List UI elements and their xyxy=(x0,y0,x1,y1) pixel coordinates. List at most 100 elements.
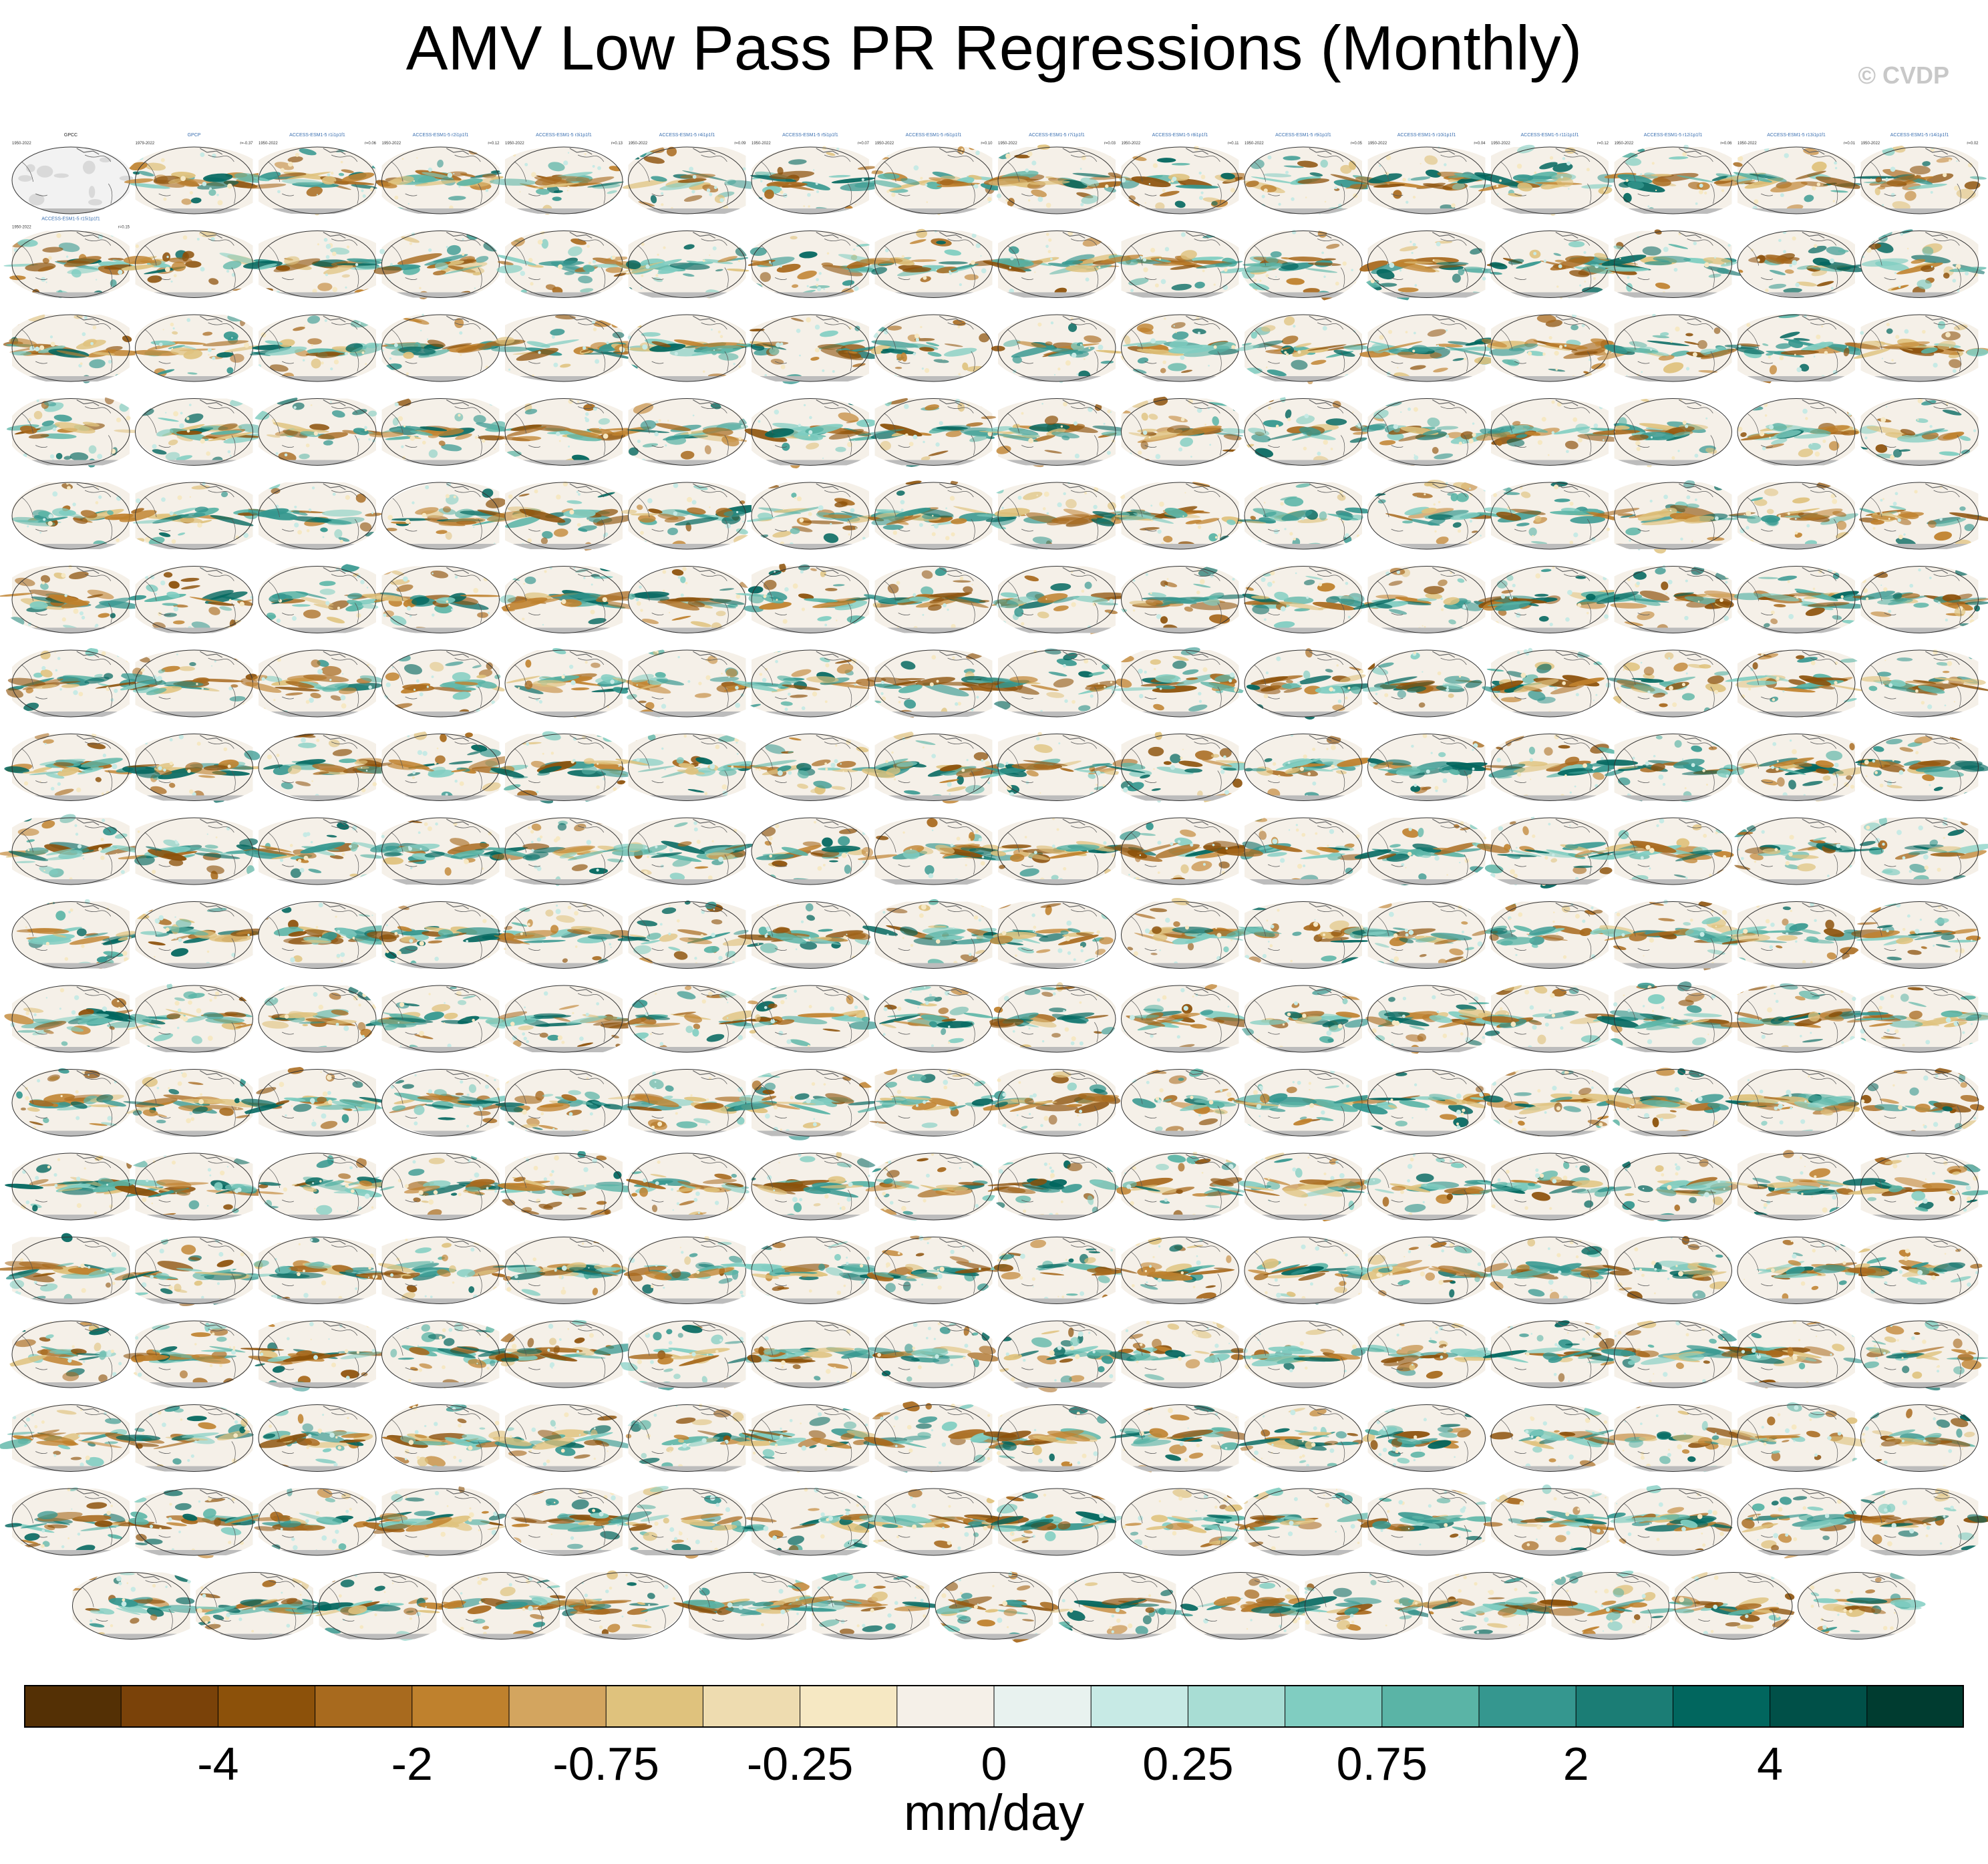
panel-period: 1950-2022 xyxy=(12,142,31,146)
map-panel xyxy=(1602,1234,1733,1304)
map-panel: ACCESS-ESM1-5 r13i1p1f1 1950-2022 r=0.01 xyxy=(1719,133,1862,214)
map-panel xyxy=(1728,1401,1874,1472)
map-panel xyxy=(625,1152,750,1221)
map-panel xyxy=(122,734,269,803)
map-panel: ACCESS-ESM1-5 r1i1p1f1 1950-2022 r=0.06 xyxy=(245,133,380,216)
map-panel xyxy=(1244,648,1373,720)
colorbar-swatch xyxy=(994,1685,1092,1728)
map-panel xyxy=(362,565,501,634)
map-panel xyxy=(498,985,638,1056)
map-panel xyxy=(745,230,882,298)
map-panel xyxy=(744,1237,882,1304)
map-panel xyxy=(499,565,642,634)
map-panel xyxy=(1728,817,1859,885)
map-panel xyxy=(617,900,768,969)
map-panel xyxy=(5,647,142,719)
map-panel xyxy=(1719,901,1866,969)
map-panel xyxy=(379,649,506,718)
map-panel xyxy=(1483,1484,1625,1556)
map-panel xyxy=(245,649,385,720)
map-panel xyxy=(735,562,878,633)
map-panel xyxy=(123,1320,255,1388)
map-panel xyxy=(1481,313,1620,382)
map-panel xyxy=(1241,1237,1376,1306)
map-panel xyxy=(1359,314,1500,383)
map-panel xyxy=(258,901,391,969)
map-panel xyxy=(975,901,1116,969)
panel-pattern-correlation: r=0.03 xyxy=(1104,142,1116,146)
panel-pattern-correlation: r=-0.37 xyxy=(240,142,253,146)
map-panel xyxy=(1110,647,1246,718)
panel-period: 1950-2022 xyxy=(1122,142,1141,146)
panel-period: 1950-2022 xyxy=(1861,142,1880,146)
map-panel xyxy=(749,734,882,801)
map-panel xyxy=(861,730,1015,804)
map-panel xyxy=(1668,1570,1796,1640)
colorbar-swatch xyxy=(896,1685,995,1728)
map-panel xyxy=(746,480,885,550)
map-panel xyxy=(4,985,151,1054)
map-panel xyxy=(251,1487,382,1556)
map-panel xyxy=(258,732,393,801)
map-panel xyxy=(1361,398,1489,466)
colorbar-swatch xyxy=(121,1685,218,1728)
map-panel xyxy=(376,313,500,382)
map-panel xyxy=(1592,480,1747,554)
panel-period: 1950-2022 xyxy=(629,142,648,146)
map-panel xyxy=(608,1486,750,1559)
map-panel xyxy=(1238,1152,1371,1223)
map-panel xyxy=(485,314,633,382)
colorbar-swatch xyxy=(1091,1685,1188,1728)
map-panel xyxy=(118,1488,267,1559)
map-panel xyxy=(495,1067,625,1136)
map-panel xyxy=(1110,1404,1257,1475)
map-panel xyxy=(504,646,636,718)
colorbar-tick-label: 0.75 xyxy=(1336,1738,1428,1790)
map-panel xyxy=(188,1572,324,1640)
map-panel xyxy=(381,1069,518,1136)
map-panel xyxy=(1725,1150,1856,1221)
panel-title: ACCESS-ESM1-5 r14i1p1f1 xyxy=(1890,133,1949,138)
map-panel xyxy=(856,817,1006,889)
map-panel xyxy=(128,566,254,635)
colorbar-swatch xyxy=(411,1685,510,1728)
map-panel xyxy=(741,983,880,1053)
map-panel xyxy=(1844,314,1988,382)
map-panel xyxy=(1236,479,1372,550)
map-panel xyxy=(1359,1320,1494,1388)
map-panel xyxy=(745,1319,877,1389)
colorbar xyxy=(24,1685,1964,1728)
colorbar-swatch xyxy=(509,1685,607,1728)
map-panel xyxy=(1239,985,1372,1054)
map-panel xyxy=(1482,647,1611,718)
map-panel xyxy=(496,230,629,299)
map-panel xyxy=(362,1485,509,1558)
map-panel xyxy=(492,1401,635,1472)
map-panel xyxy=(854,1066,996,1136)
map-panel xyxy=(1352,1069,1492,1136)
map-panel xyxy=(1114,396,1247,466)
map-panel xyxy=(1737,398,1860,468)
map-panel xyxy=(370,817,510,888)
map-panel xyxy=(123,1066,259,1136)
map-panel xyxy=(1852,566,1988,633)
map-panel xyxy=(116,1403,257,1473)
map-panel xyxy=(120,1237,262,1307)
panel-pattern-correlation: r=0.01 xyxy=(1844,142,1856,146)
map-panel xyxy=(1234,1486,1380,1559)
panel-title: ACCESS-ESM1-5 r12i1p1f1 xyxy=(1644,133,1703,138)
map-panel xyxy=(1716,1320,1865,1389)
map-panel xyxy=(750,1150,889,1221)
map-panel xyxy=(1475,983,1625,1053)
map-panel xyxy=(492,1237,629,1304)
colorbar-swatch xyxy=(315,1685,413,1728)
map-panel xyxy=(486,481,639,552)
map-panel xyxy=(11,1068,134,1136)
colorbar-swatch xyxy=(1576,1685,1673,1728)
map-panel xyxy=(607,1068,763,1136)
map-panel xyxy=(991,565,1135,637)
map-panel xyxy=(1733,566,1868,635)
map-panel xyxy=(121,230,265,298)
map-panel xyxy=(733,1067,880,1140)
map-panel: ACCESS-ESM1-5 r9i1p1f1 1950-2022 r=0.05 xyxy=(1243,133,1375,216)
